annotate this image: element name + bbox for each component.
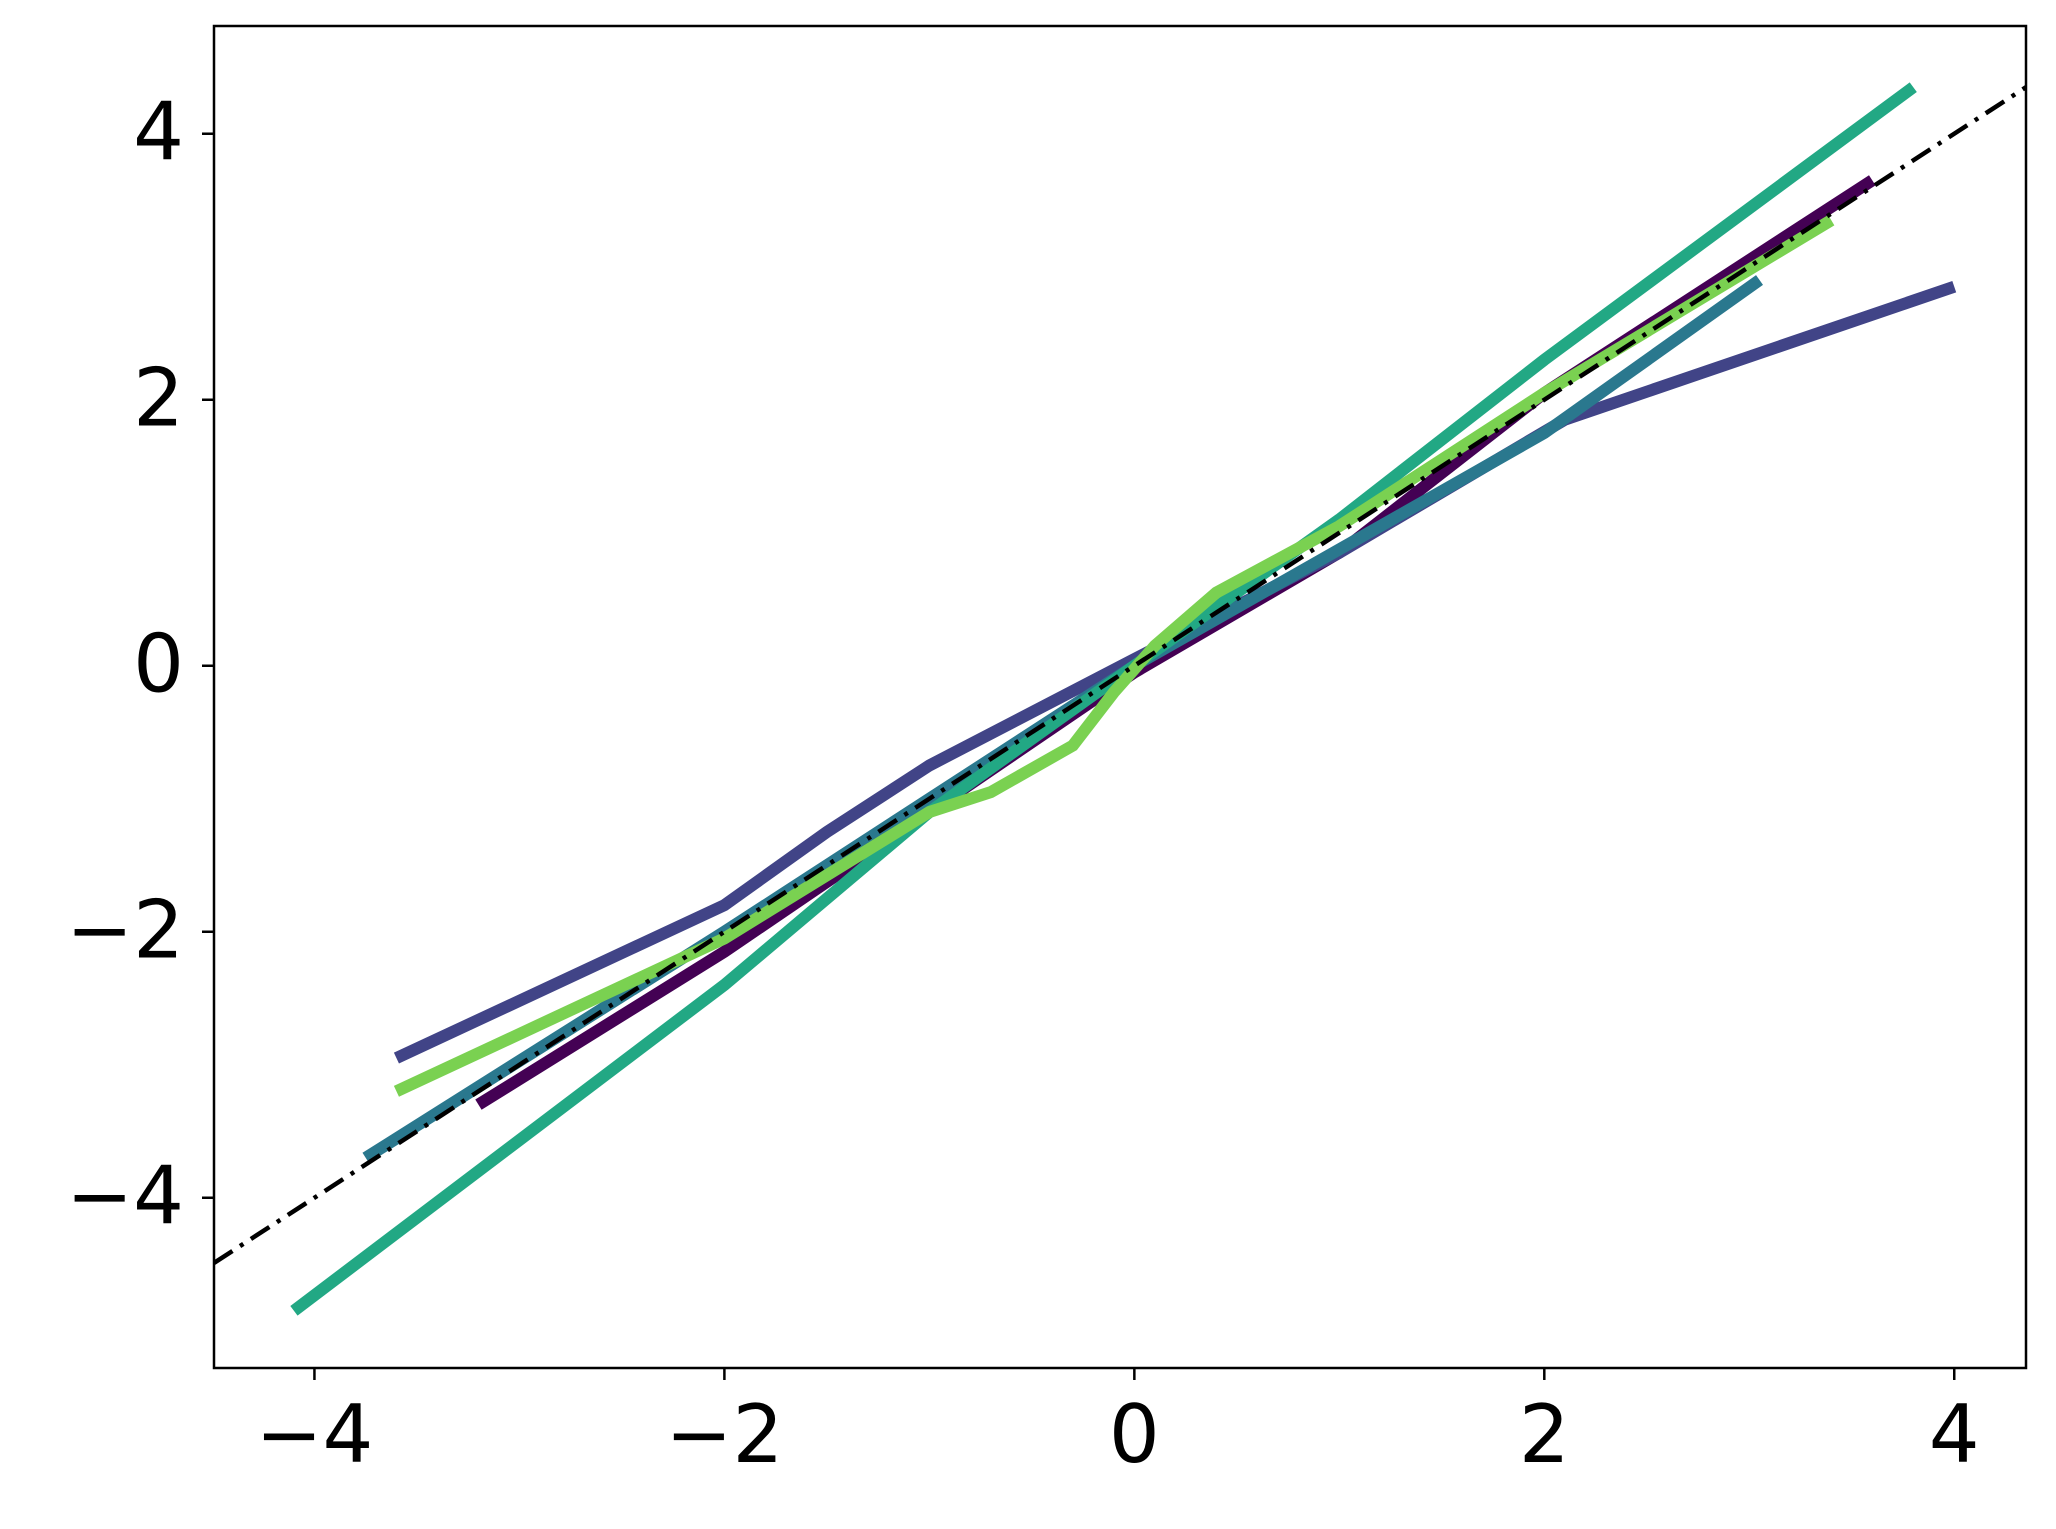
x-tick-label: −2 xyxy=(665,1388,783,1481)
series-line xyxy=(393,215,1835,1097)
y-tick-label: 2 xyxy=(133,352,184,445)
x-tick-label: −4 xyxy=(255,1388,373,1481)
y-tick-label: 4 xyxy=(133,86,184,179)
y-tick-label: 0 xyxy=(133,618,184,711)
axes-frame xyxy=(212,24,2028,1370)
series-line xyxy=(393,281,1957,1064)
series-line xyxy=(214,85,2026,1265)
x-tick-label: 0 xyxy=(1109,1388,1160,1481)
plot-area xyxy=(214,82,2026,1316)
x-tick-label: 4 xyxy=(1929,1388,1980,1481)
x-tick-label: 2 xyxy=(1519,1388,1570,1481)
y-tick-label: −4 xyxy=(66,1150,184,1243)
y-tick-label: −2 xyxy=(66,884,184,977)
